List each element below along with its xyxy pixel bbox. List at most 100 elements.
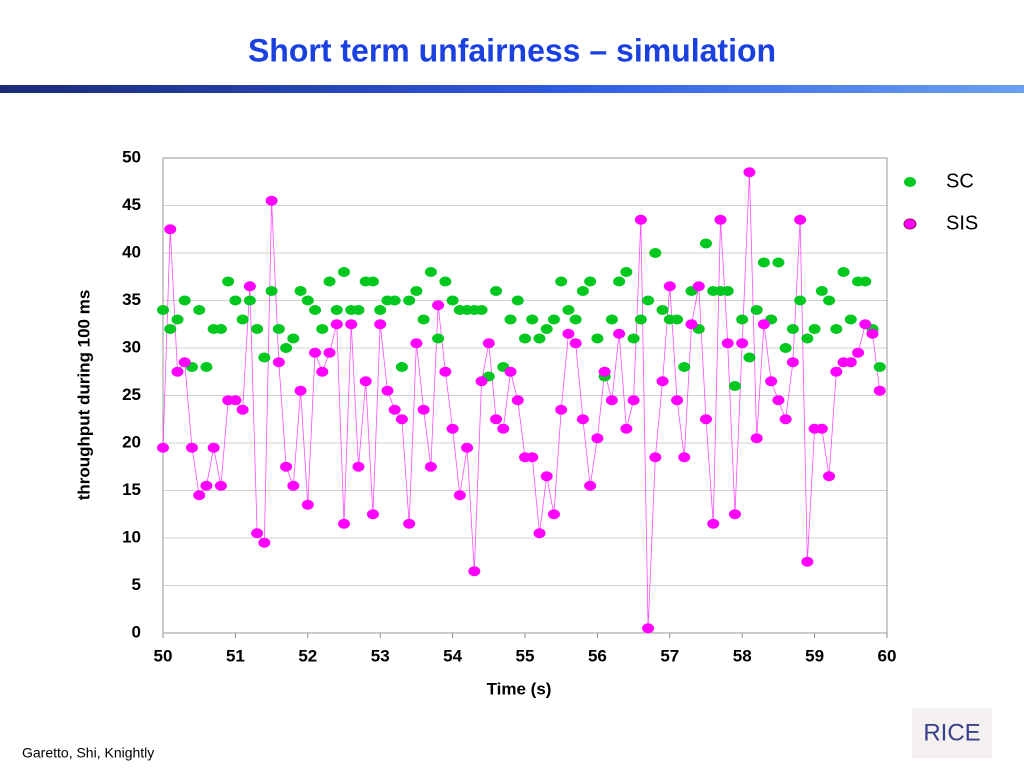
point — [309, 305, 322, 315]
point — [424, 461, 437, 472]
point — [772, 257, 785, 268]
point — [627, 333, 640, 344]
point — [366, 276, 379, 287]
x-tick-label: 57 — [660, 646, 679, 665]
x-tick-label: 60 — [878, 646, 897, 665]
point — [569, 338, 582, 349]
point — [555, 276, 568, 287]
point — [366, 509, 379, 520]
point — [301, 499, 314, 510]
point — [200, 362, 213, 372]
point — [721, 338, 734, 349]
y-tick-label: 30 — [122, 337, 141, 356]
legend-label: SIS — [946, 212, 978, 234]
point — [468, 566, 481, 577]
point — [316, 366, 329, 377]
title-rule — [0, 85, 1024, 93]
point — [374, 319, 387, 330]
point — [873, 362, 886, 372]
point — [439, 366, 452, 377]
point — [171, 314, 184, 325]
point — [844, 357, 857, 368]
point — [656, 305, 669, 315]
point — [678, 452, 691, 463]
point — [772, 395, 785, 406]
point — [403, 518, 416, 529]
point — [714, 214, 727, 225]
point — [779, 414, 792, 425]
y-tick-label: 50 — [122, 147, 141, 166]
point — [533, 333, 546, 344]
point — [214, 480, 227, 491]
legend-marker — [904, 177, 916, 187]
point — [511, 295, 524, 306]
x-tick-label: 50 — [154, 646, 173, 665]
point — [490, 286, 503, 296]
point — [403, 295, 416, 306]
y-tick-label: 10 — [122, 527, 141, 546]
point — [808, 324, 821, 334]
point — [193, 490, 206, 501]
point — [381, 385, 394, 396]
point — [547, 314, 560, 325]
point — [613, 328, 626, 339]
point — [707, 518, 720, 529]
point — [236, 314, 249, 325]
point — [743, 167, 756, 178]
point — [786, 324, 799, 334]
point — [852, 347, 865, 358]
point — [642, 623, 655, 634]
point — [251, 324, 264, 334]
point — [417, 314, 430, 325]
point — [193, 305, 206, 315]
point — [359, 376, 372, 387]
point — [779, 343, 792, 353]
point — [605, 395, 618, 406]
point — [504, 366, 517, 377]
point — [736, 338, 749, 349]
point — [569, 314, 582, 325]
slide-title: Short term unfairness – simulation — [248, 32, 776, 68]
point — [823, 295, 836, 306]
point — [446, 295, 459, 306]
point — [272, 324, 285, 334]
point — [294, 286, 307, 296]
point — [164, 324, 177, 334]
point — [757, 257, 770, 268]
point — [229, 295, 242, 306]
point — [243, 281, 256, 292]
point — [280, 343, 293, 353]
point — [475, 376, 488, 387]
point — [642, 295, 655, 306]
y-tick-label: 25 — [122, 385, 141, 404]
point — [323, 347, 336, 358]
point — [323, 276, 336, 287]
x-tick-label: 59 — [805, 646, 824, 665]
point — [620, 267, 633, 277]
point — [511, 395, 524, 406]
point — [859, 276, 872, 287]
x-tick-label: 56 — [588, 646, 607, 665]
point — [634, 214, 647, 225]
point — [410, 338, 423, 349]
point — [236, 404, 249, 415]
point — [178, 357, 191, 368]
point — [374, 305, 387, 315]
point — [243, 295, 256, 306]
point — [352, 461, 365, 472]
y-tick-label: 5 — [132, 575, 141, 594]
point — [700, 238, 712, 249]
point — [736, 314, 749, 325]
point — [214, 324, 227, 334]
point — [750, 433, 763, 444]
point — [229, 395, 242, 406]
point — [410, 286, 423, 296]
point — [613, 276, 626, 287]
point — [591, 433, 604, 444]
point — [540, 324, 553, 334]
point — [251, 528, 264, 539]
point — [490, 414, 503, 425]
point — [338, 518, 350, 529]
point — [873, 385, 886, 396]
point — [461, 442, 474, 453]
